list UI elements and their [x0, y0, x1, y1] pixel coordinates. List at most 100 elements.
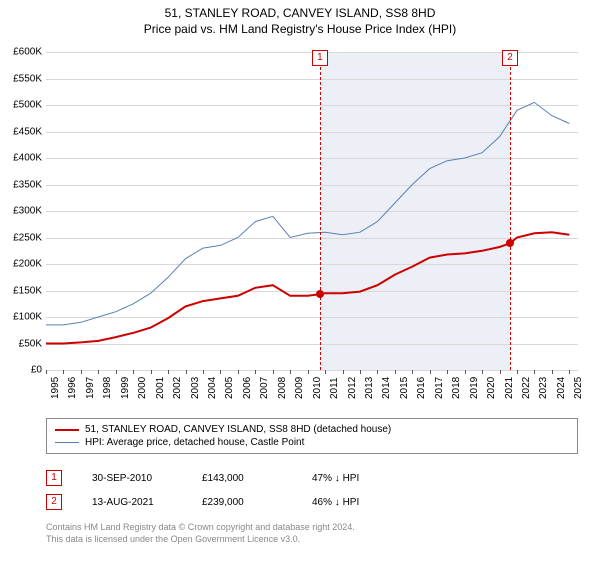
y-axis-label: £550K: [2, 73, 42, 84]
txn-price: £239,000: [202, 497, 282, 508]
x-axis-label: 1995: [50, 377, 61, 399]
x-tick: [168, 370, 169, 374]
x-tick: [482, 370, 483, 374]
x-tick: [46, 370, 47, 374]
x-tick: [500, 370, 501, 374]
y-axis-label: £400K: [2, 153, 42, 164]
legend-label: HPI: Average price, detached house, Cast…: [85, 437, 304, 448]
x-axis-label: 1999: [120, 377, 131, 399]
x-axis-label: 1997: [85, 377, 96, 399]
event-marker: 2: [502, 50, 518, 66]
footer-line: Contains HM Land Registry data © Crown c…: [46, 522, 578, 534]
x-axis-label: 2013: [364, 377, 375, 399]
x-tick: [203, 370, 204, 374]
transactions-table: 1 30-SEP-2010 £143,000 47% ↓ HPI 2 13-AU…: [46, 466, 578, 514]
x-tick: [325, 370, 326, 374]
x-tick: [412, 370, 413, 374]
x-axis-label: 1998: [102, 377, 113, 399]
x-axis-label: 2008: [277, 377, 288, 399]
x-tick: [569, 370, 570, 374]
x-axis-label: 2015: [399, 377, 410, 399]
x-axis-label: 2021: [504, 377, 515, 399]
y-axis-label: £300K: [2, 206, 42, 217]
x-tick: [552, 370, 553, 374]
y-axis-label: £50K: [2, 338, 42, 349]
x-axis-label: 2003: [190, 377, 201, 399]
x-tick: [447, 370, 448, 374]
x-axis-label: 1996: [67, 377, 78, 399]
x-tick: [517, 370, 518, 374]
legend-label: 51, STANLEY ROAD, CANVEY ISLAND, SS8 8HD…: [85, 424, 391, 435]
x-tick: [430, 370, 431, 374]
x-axis-label: 2016: [416, 377, 427, 399]
y-axis-label: £450K: [2, 126, 42, 137]
y-axis-label: £150K: [2, 285, 42, 296]
x-axis-label: 2010: [312, 377, 323, 399]
x-axis-label: 2001: [155, 377, 166, 399]
page-subtitle: Price paid vs. HM Land Registry's House …: [0, 22, 600, 36]
x-tick: [534, 370, 535, 374]
x-axis-label: 2019: [469, 377, 480, 399]
gridline: [46, 370, 578, 371]
event-marker: 1: [312, 50, 328, 66]
x-axis-label: 2018: [451, 377, 462, 399]
x-axis-label: 2004: [207, 377, 218, 399]
y-axis-label: £250K: [2, 232, 42, 243]
x-axis-label: 2023: [538, 377, 549, 399]
table-row: 2 13-AUG-2021 £239,000 46% ↓ HPI: [46, 490, 578, 514]
legend-swatch: [55, 442, 79, 443]
chart-card: 51, STANLEY ROAD, CANVEY ISLAND, SS8 8HD…: [0, 6, 600, 566]
legend-item: HPI: Average price, detached house, Cast…: [55, 436, 569, 449]
footer-attribution: Contains HM Land Registry data © Crown c…: [46, 522, 578, 545]
x-axis-label: 2012: [347, 377, 358, 399]
x-tick: [395, 370, 396, 374]
txn-delta: 47% ↓ HPI: [312, 473, 392, 484]
x-tick: [98, 370, 99, 374]
event-dot: [316, 290, 324, 298]
x-axis-label: 2011: [329, 377, 340, 399]
legend-and-table: 51, STANLEY ROAD, CANVEY ISLAND, SS8 8HD…: [46, 418, 578, 545]
y-axis-label: £350K: [2, 179, 42, 190]
y-axis-label: £500K: [2, 100, 42, 111]
legend-box: 51, STANLEY ROAD, CANVEY ISLAND, SS8 8HD…: [46, 418, 578, 454]
x-tick: [63, 370, 64, 374]
series-line-hpi: [46, 102, 569, 325]
txn-price: £143,000: [202, 473, 282, 484]
x-axis-label: 2009: [294, 377, 305, 399]
txn-date: 13-AUG-2021: [92, 497, 172, 508]
x-tick: [238, 370, 239, 374]
y-axis-label: £200K: [2, 259, 42, 270]
x-tick: [273, 370, 274, 374]
x-axis-label: 2020: [486, 377, 497, 399]
txn-delta: 46% ↓ HPI: [312, 497, 392, 508]
x-tick: [308, 370, 309, 374]
event-line: [320, 52, 321, 370]
x-axis-label: 2002: [172, 377, 183, 399]
x-axis-label: 2024: [556, 377, 567, 399]
x-axis-label: 2006: [242, 377, 253, 399]
x-tick: [255, 370, 256, 374]
x-tick: [360, 370, 361, 374]
x-axis-label: 2017: [434, 377, 445, 399]
chart-svg: [46, 52, 578, 370]
y-axis-label: £600K: [2, 47, 42, 58]
x-tick: [343, 370, 344, 374]
x-axis-label: 2007: [259, 377, 270, 399]
x-axis-label: 2000: [137, 377, 148, 399]
x-axis-label: 2014: [381, 377, 392, 399]
series-line-price_paid: [46, 232, 569, 343]
table-row: 1 30-SEP-2010 £143,000 47% ↓ HPI: [46, 466, 578, 490]
x-tick: [465, 370, 466, 374]
marker-badge: 2: [46, 494, 62, 510]
x-tick: [81, 370, 82, 374]
txn-date: 30-SEP-2010: [92, 473, 172, 484]
x-tick: [151, 370, 152, 374]
x-tick: [377, 370, 378, 374]
legend-item: 51, STANLEY ROAD, CANVEY ISLAND, SS8 8HD…: [55, 423, 569, 436]
x-axis-label: 2022: [521, 377, 532, 399]
legend-swatch: [55, 429, 79, 431]
x-tick: [116, 370, 117, 374]
line-chart: £0£50K£100K£150K£200K£250K£300K£350K£400…: [46, 52, 578, 371]
x-axis-label: 2005: [224, 377, 235, 399]
x-tick: [220, 370, 221, 374]
